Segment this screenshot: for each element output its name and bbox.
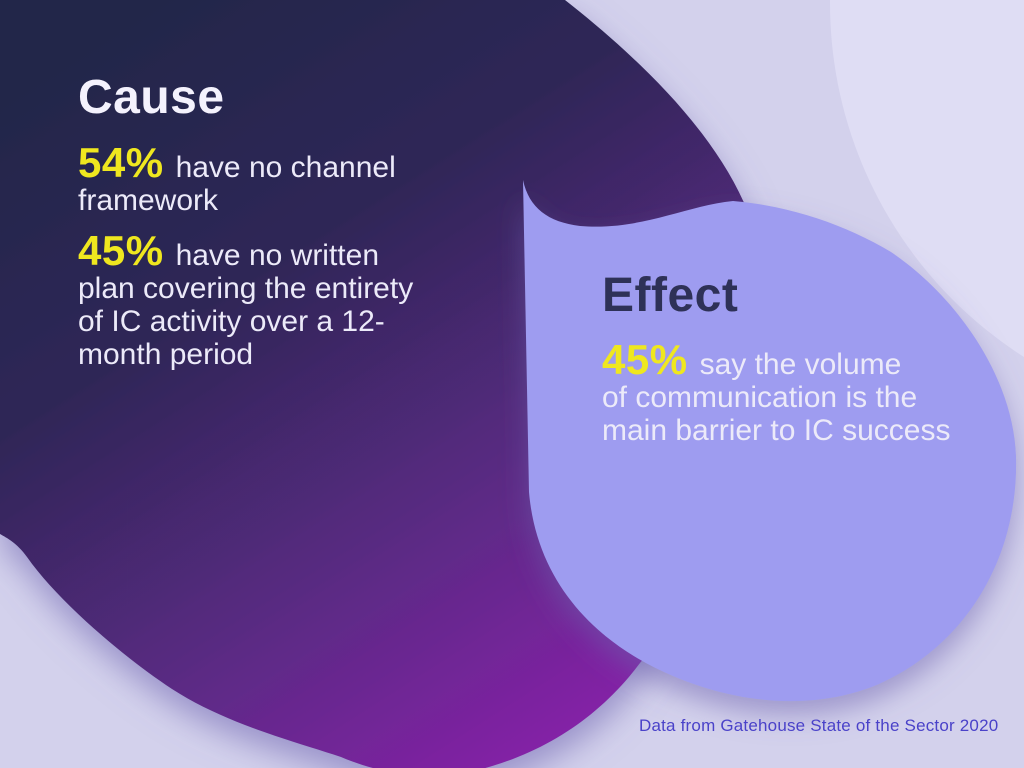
cause-stat-written-plan: 45% have no written plan covering the ent…: [78, 230, 508, 372]
source-attribution: Data from Gatehouse State of the Sector …: [639, 716, 999, 735]
effect-stat-1-text: say the volume of communication is the m…: [602, 348, 951, 447]
cause-stat-2-text: have no written plan covering the entire…: [78, 239, 414, 371]
effect-blob: [523, 180, 1017, 702]
effect-stat-1-percentage: 45%: [602, 336, 688, 383]
cause-stat-1-text: have no channel framework: [78, 151, 396, 217]
cause-stat-channel-framework: 54% have no channel framework: [78, 142, 508, 218]
effect-stat-volume-barrier: 45% say the volume of communication is th…: [602, 339, 1002, 448]
cause-stat-1-percentage: 54%: [78, 139, 164, 186]
cause-title: Cause: [78, 71, 225, 124]
cause-stat-2-percentage: 45%: [78, 227, 164, 274]
effect-title: Effect: [602, 269, 739, 322]
bg-accent-circle: [830, 0, 1024, 357]
